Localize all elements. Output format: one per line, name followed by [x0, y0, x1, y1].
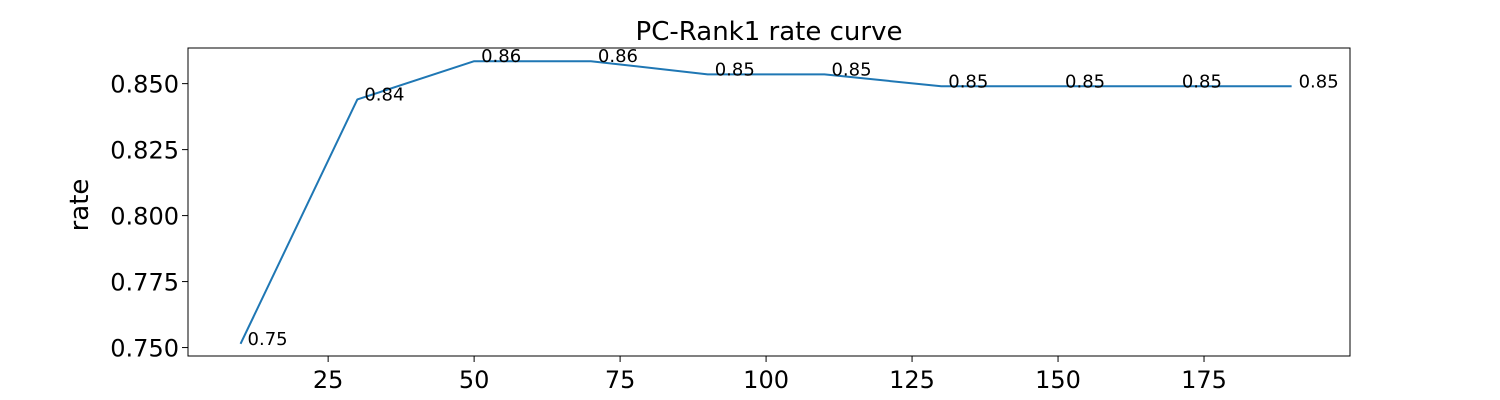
x-tick-label: 75 [605, 366, 636, 394]
data-label: 0.85 [1299, 71, 1339, 92]
data-labels: 0.75 0.84 0.86 0.86 0.85 0.85 0.85 0.85 0.85 0.85 [240, 46, 1339, 350]
data-label: 0.86 [481, 46, 521, 67]
series-line [239, 60, 1292, 345]
data-label: 0.75 [248, 329, 288, 350]
x-tick-label: 150 [1035, 366, 1081, 394]
data-label: 0.85 [1182, 71, 1222, 92]
y-tick-label: 0.775 [110, 269, 179, 297]
data-label: 0.85 [1065, 71, 1105, 92]
plot-frame [187, 47, 1351, 357]
x-tick-label: 125 [889, 366, 935, 394]
data-label: 0.84 [364, 84, 404, 105]
data-label: 0.86 [598, 46, 638, 67]
x-tick-label: 100 [743, 366, 789, 394]
chart-title: PC-Rank1 rate curve [636, 17, 903, 47]
y-tick-label: 0.800 [110, 203, 179, 231]
y-axis-label: rate [65, 179, 95, 232]
data-label: 0.85 [831, 59, 871, 80]
data-label: 0.85 [715, 59, 755, 80]
x-tick-label: 25 [313, 366, 344, 394]
data-label: 0.85 [948, 71, 988, 92]
y-tick-label: 0.825 [110, 137, 179, 165]
x-axis-ticks: 25 50 75 100 125 150 175 [313, 356, 1227, 394]
y-axis-ticks: 0.750 0.775 0.800 0.825 0.850 [110, 71, 188, 363]
y-tick-label: 0.750 [110, 335, 179, 363]
x-tick-label: 50 [459, 366, 490, 394]
x-tick-label: 175 [1181, 366, 1227, 394]
y-tick-label: 0.850 [110, 71, 179, 99]
